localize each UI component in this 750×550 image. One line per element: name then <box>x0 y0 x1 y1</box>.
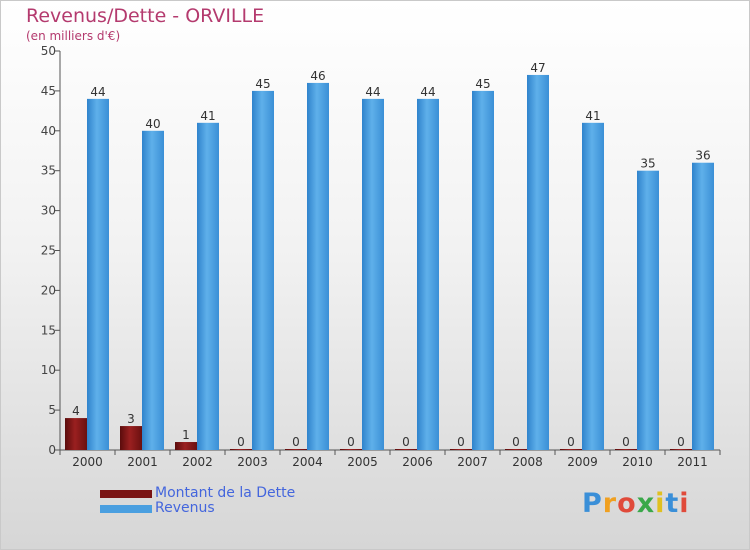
revenue-bar <box>637 170 659 450</box>
debt-value-label: 0 <box>457 435 465 449</box>
debt-value-label: 0 <box>402 435 410 449</box>
debt-bar <box>230 449 252 450</box>
revenue-bar <box>197 122 219 450</box>
revenue-bar <box>527 74 549 450</box>
revenue-value-label: 44 <box>365 85 380 99</box>
debt-bar <box>175 442 197 450</box>
revenue-value-label: 44 <box>90 85 105 99</box>
revenue-value-label: 44 <box>420 85 435 99</box>
revenue-bar <box>362 98 384 450</box>
revenue-bar <box>582 122 604 450</box>
debt-value-label: 1 <box>182 428 190 442</box>
debt-bar <box>285 449 307 450</box>
logo-letter: o <box>617 488 637 519</box>
revenue-bar <box>472 90 494 451</box>
x-tick-label: 2002 <box>182 455 213 469</box>
revenue-value-label: 45 <box>255 77 270 91</box>
legend-swatch-debt <box>100 490 152 498</box>
logo-letter: t <box>665 488 680 519</box>
debt-value-label: 0 <box>677 435 685 449</box>
y-tick-label: 45 <box>41 84 56 98</box>
revenue-value-label: 46 <box>310 69 325 83</box>
revenue-bar <box>692 162 714 450</box>
debt-value-label: 0 <box>237 435 245 449</box>
chart-subtitle: (en milliers d'€) <box>26 29 121 43</box>
x-tick-label: 2003 <box>237 455 268 469</box>
x-tick-label: 2001 <box>127 455 158 469</box>
revenue-value-label: 35 <box>640 157 655 171</box>
logo-letter: P <box>582 488 603 519</box>
revenue-bar <box>307 82 329 451</box>
revenue-value-label: 41 <box>200 109 215 123</box>
proxiti-logo: Proxiti <box>582 488 690 519</box>
y-tick-label: 40 <box>41 124 56 138</box>
debt-bar <box>65 418 87 450</box>
legend-label-revenue: Revenus <box>155 500 215 516</box>
logo-letter: i <box>679 488 690 519</box>
revenue-value-label: 45 <box>475 77 490 91</box>
x-tick-label: 2007 <box>457 455 488 469</box>
x-tick-label: 2000 <box>72 455 103 469</box>
logo-letter: i <box>655 488 666 519</box>
x-tick-label: 2011 <box>677 455 708 469</box>
debt-bar <box>670 449 692 450</box>
debt-bar <box>615 449 637 450</box>
debt-bar <box>340 449 362 450</box>
y-tick-label: 15 <box>41 323 56 337</box>
x-tick-label: 2006 <box>402 455 433 469</box>
debt-value-label: 0 <box>347 435 355 449</box>
revenue-bar <box>252 90 274 451</box>
revenue-bar <box>87 98 109 450</box>
chart-title: Revenus/Dette - ORVILLE <box>26 5 265 27</box>
y-tick-label: 25 <box>41 244 56 258</box>
y-tick-label: 0 <box>48 443 56 457</box>
debt-bar <box>505 449 527 450</box>
revenue-value-label: 36 <box>695 149 710 163</box>
x-tick-label: 2004 <box>292 455 323 469</box>
legend-label-debt: Montant de la Dette <box>155 485 296 501</box>
y-tick-label: 30 <box>41 204 56 218</box>
revenue-bar <box>417 98 439 450</box>
debt-bar <box>450 449 472 450</box>
x-tick-label: 2009 <box>567 455 598 469</box>
debt-bar <box>560 449 582 450</box>
debt-bar <box>120 426 142 450</box>
debt-value-label: 3 <box>127 412 135 426</box>
revenue-bar <box>142 130 164 451</box>
logo-letter: x <box>636 488 656 519</box>
y-tick-label: 10 <box>41 363 56 377</box>
debt-value-label: 0 <box>622 435 630 449</box>
debt-value-label: 0 <box>567 435 575 449</box>
y-tick-label: 50 <box>41 44 56 58</box>
x-tick-label: 2008 <box>512 455 543 469</box>
y-tick-label: 35 <box>41 164 56 178</box>
legend-swatch-revenue <box>100 505 152 513</box>
debt-value-label: 4 <box>72 404 80 418</box>
revenue-value-label: 40 <box>145 117 160 131</box>
x-tick-label: 2005 <box>347 455 378 469</box>
y-tick-label: 5 <box>48 403 56 417</box>
logo-letter: r <box>602 488 618 519</box>
revenue-value-label: 41 <box>585 109 600 123</box>
y-tick-label: 20 <box>41 283 56 297</box>
debt-value-label: 0 <box>292 435 300 449</box>
debt-value-label: 0 <box>512 435 520 449</box>
debt-bar <box>395 449 417 450</box>
x-tick-label: 2010 <box>622 455 653 469</box>
revenue-value-label: 47 <box>530 61 545 75</box>
